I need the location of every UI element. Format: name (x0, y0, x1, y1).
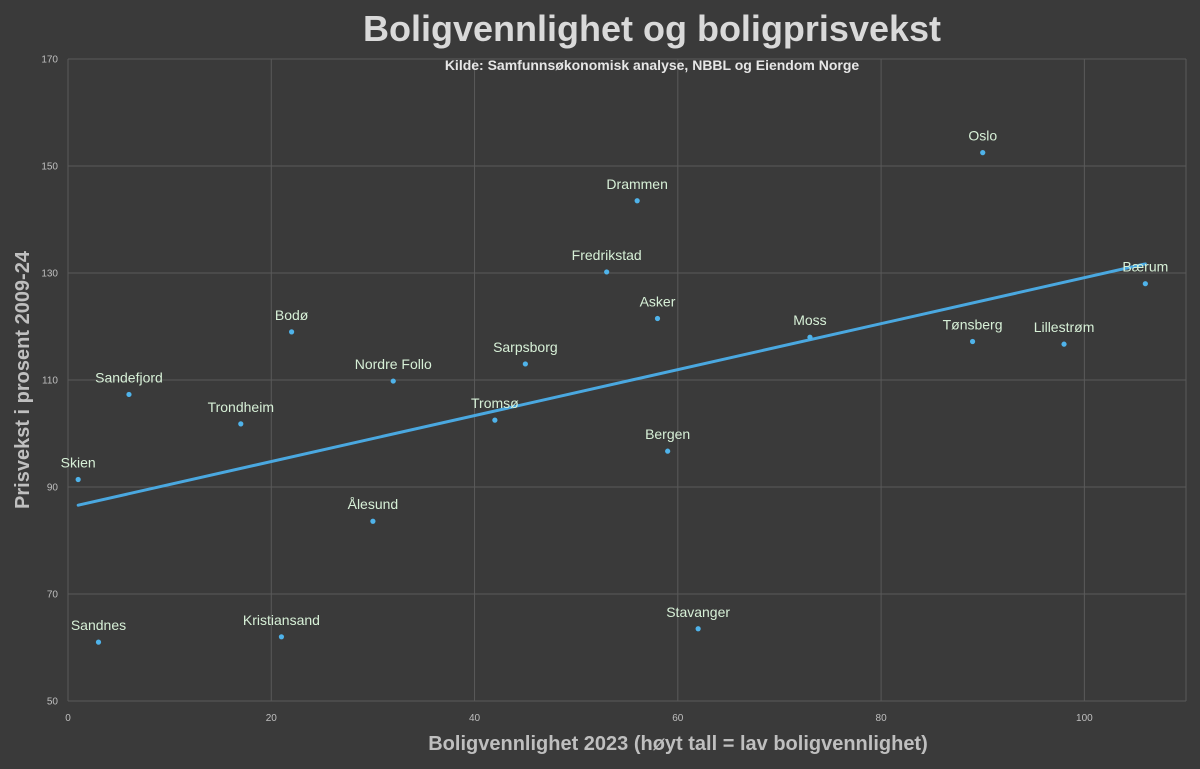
data-point-label: Nordre Follo (355, 356, 432, 372)
data-point-label: Moss (793, 312, 826, 328)
x-tick-label: 60 (672, 713, 684, 724)
x-tick-label: 80 (876, 713, 888, 724)
trendline (76, 262, 1147, 507)
data-point-label: Tønsberg (943, 316, 1003, 332)
chart-subtitle: Kilde: Samfunnsøkonomisk analyse, NBBL o… (445, 57, 860, 73)
x-tick-label: 100 (1076, 713, 1093, 724)
axis-ticks: 50 70 90 110 130 150 170 0 20 40 60 80 100 (41, 55, 1093, 725)
x-tick-label: 0 (65, 713, 71, 724)
data-point (492, 417, 498, 423)
y-tick-label: 170 (41, 55, 58, 66)
y-tick-label: 110 (42, 376, 58, 387)
data-point-label: Ålesund (348, 496, 399, 512)
data-point (665, 448, 671, 454)
data-point-label: Bærum (1122, 259, 1168, 275)
data-point-label: Lillestrøm (1034, 319, 1095, 335)
y-tick-label: 90 (47, 483, 59, 494)
y-tick-label: 150 (41, 162, 58, 173)
y-tick-label: 130 (41, 269, 58, 280)
data-point-label: Sandefjord (95, 369, 163, 385)
data-point (695, 626, 701, 632)
data-points: Oslo Drammen Fredrikstad Bærum Asker Bodø Moss… (61, 128, 1168, 645)
data-point (969, 338, 976, 345)
data-point (126, 391, 132, 398)
y-tick-label: 70 (47, 590, 59, 601)
data-point-label: Kristiansand (243, 612, 320, 628)
x-axis-title: Boligvennlighet 2023 (høyt tall = lav bo… (428, 733, 928, 755)
data-point (654, 315, 661, 322)
x-tick-label: 40 (469, 713, 481, 724)
data-point-label: Stavanger (666, 604, 730, 620)
data-point (522, 361, 528, 367)
data-point (807, 334, 813, 340)
chart-title: Boligvennlighet og boligprisvekst (363, 8, 941, 49)
data-point (95, 639, 102, 645)
data-point-label: Oslo (968, 128, 997, 144)
data-point-label: Fredrikstad (572, 247, 642, 263)
data-point (1061, 341, 1067, 347)
gridlines (67, 58, 1187, 702)
data-point-label: Drammen (606, 176, 667, 192)
data-point (1142, 281, 1148, 287)
y-tick-label: 50 (47, 697, 59, 708)
data-point (370, 518, 376, 524)
data-point (278, 634, 285, 640)
data-point (289, 329, 295, 335)
data-point-label: Asker (640, 293, 676, 309)
data-point-label: Sandnes (71, 617, 126, 633)
data-point-label: Tromsø (471, 395, 519, 411)
data-point-label: Trondheim (208, 399, 274, 415)
data-point (75, 476, 81, 483)
trendline-group (76, 262, 1147, 507)
data-point-label: Bergen (645, 426, 690, 442)
data-point-label: Sarpsborg (493, 339, 558, 355)
data-point (980, 150, 986, 156)
data-point (604, 269, 610, 275)
data-point (390, 378, 396, 384)
data-point-label: Bodø (275, 307, 309, 323)
y-axis-title: Prisvekst i prosent 2009-24 (12, 250, 34, 509)
data-point (238, 421, 244, 427)
data-point (634, 198, 640, 204)
x-tick-label: 20 (266, 713, 278, 724)
data-point-label: Skien (61, 455, 96, 471)
